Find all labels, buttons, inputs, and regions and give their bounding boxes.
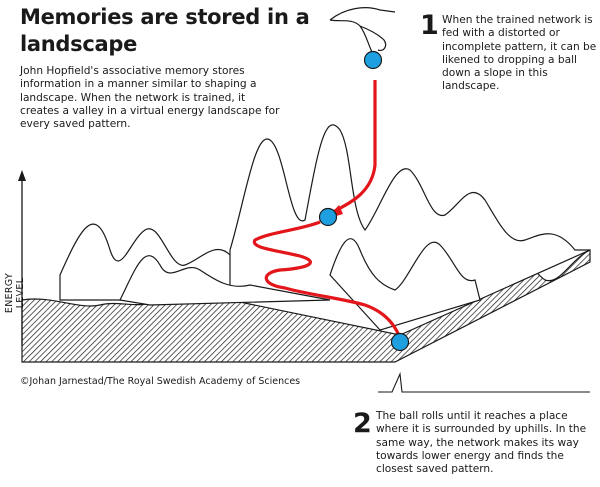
ball-start-icon [363, 50, 383, 70]
step-2-number: 2 [353, 408, 372, 439]
landscape-hills [59, 124, 591, 336]
step-2-text: The ball rolls until it reaches a place … [376, 410, 587, 476]
hand-icon [329, 7, 396, 53]
image-credit: ©Johan Jarnestad/The Royal Swedish Acade… [20, 376, 301, 387]
energy-level-label: ENERGY LEVEL [4, 272, 26, 314]
ball-valley-icon [390, 332, 410, 352]
step-2-pointer [378, 371, 590, 393]
page-title: Memories are stored in a landscape [20, 5, 310, 56]
ball-slope-icon [318, 207, 338, 227]
step-1-number: 1 [420, 10, 439, 41]
step-1-text: When the trained network is fed with a d… [442, 14, 597, 93]
intro-text: John Hopfield's associative memory store… [20, 65, 280, 131]
arrow-up-icon [18, 170, 26, 181]
